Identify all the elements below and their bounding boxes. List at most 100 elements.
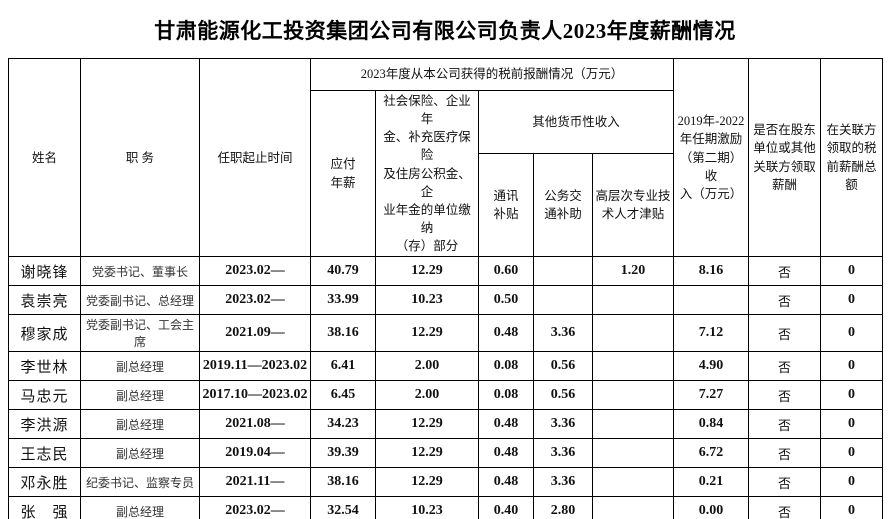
cell-social-insurance: 12.29 [375, 438, 479, 469]
cell-annual-salary: 32.54 [310, 496, 376, 519]
cell-related-pay-total: 0 [820, 314, 884, 353]
cell-position: 党委书记、董事长 [80, 256, 200, 287]
table-row: 穆家成 党委副书记、工会主席 2021.09— 38.16 12.29 0.48 3.36 7… [8, 314, 884, 353]
cell-related-pay-flag: 否 [748, 380, 822, 411]
cell-name: 李世林 [8, 351, 81, 382]
cell-annual-salary: 40.79 [310, 256, 376, 287]
cell-term-incentive: 6.72 [673, 438, 750, 469]
cell-social-insurance: 2.00 [375, 380, 479, 411]
cell-social-insurance: 2.00 [375, 351, 479, 382]
cell-transport-subsidy: 2.80 [533, 496, 593, 519]
cell-transport-subsidy: 0.56 [533, 351, 593, 382]
cell-term: 2019.04— [199, 438, 311, 469]
table-row: 李世林 副总经理 2019.11—2023.02 6.41 2.00 0.08 0.56 4.… [8, 351, 884, 382]
cell-related-pay-total: 0 [820, 351, 884, 382]
cell-term-incentive: 0.84 [673, 409, 750, 440]
cell-term: 2023.02— [199, 496, 311, 519]
cell-social-insurance: 10.23 [375, 285, 479, 316]
cell-term-incentive: 7.12 [673, 314, 750, 353]
header-comm-subsidy: 通讯 补贴 [478, 153, 534, 258]
cell-position: 纪委书记、监察专员 [80, 467, 200, 498]
cell-related-pay-total: 0 [820, 467, 884, 498]
cell-annual-salary: 33.99 [310, 285, 376, 316]
cell-comm-subsidy: 0.60 [478, 256, 534, 287]
header-position: 职 务 [80, 57, 200, 258]
cell-related-pay-flag: 否 [748, 351, 822, 382]
cell-comm-subsidy: 0.48 [478, 467, 534, 498]
cell-term-incentive: 8.16 [673, 256, 750, 287]
cell-transport-subsidy: 3.36 [533, 467, 593, 498]
cell-transport-subsidy: 0.56 [533, 380, 593, 411]
cell-position: 党委副书记、工会主席 [80, 314, 200, 353]
cell-related-pay-flag: 否 [748, 256, 822, 287]
header-social-insurance: 社会保险、企业年 金、补充医疗保险 及住房公积金、企 业年金的单位缴纳 （存）部… [375, 89, 479, 258]
cell-talent-allowance [591, 467, 675, 498]
cell-social-insurance: 12.29 [375, 409, 479, 440]
cell-name: 穆家成 [8, 314, 81, 353]
cell-position: 副总经理 [80, 380, 200, 411]
cell-position: 副总经理 [80, 351, 200, 382]
cell-comm-subsidy: 0.50 [478, 285, 534, 316]
cell-name: 王志民 [8, 438, 81, 469]
cell-position: 副总经理 [80, 438, 200, 469]
cell-annual-salary: 38.16 [310, 314, 376, 353]
header-talent-allowance: 高层次专业技 术人才津贴 [591, 153, 675, 258]
cell-comm-subsidy: 0.40 [478, 496, 534, 519]
cell-position: 副总经理 [80, 409, 200, 440]
cell-term: 2023.02— [199, 285, 311, 316]
cell-position: 副总经理 [80, 496, 200, 519]
cell-transport-subsidy: 3.36 [533, 314, 593, 353]
cell-comm-subsidy: 0.48 [478, 409, 534, 440]
cell-name: 张 强 [8, 496, 81, 519]
cell-related-pay-total: 0 [820, 496, 884, 519]
cell-comm-subsidy: 0.48 [478, 314, 534, 353]
cell-annual-salary: 6.45 [310, 380, 376, 411]
cell-related-pay-flag: 否 [748, 438, 822, 469]
table-row: 邓永胜 纪委书记、监察专员 2021.11— 38.16 12.29 0.48 3.36 0.… [8, 467, 884, 498]
cell-name: 谢晓锋 [8, 256, 81, 287]
header-annual-salary: 应付 年薪 [310, 89, 376, 258]
header-related-pay-total: 在关联方 领取的税 前薪酬总 额 [820, 57, 884, 258]
table-row: 李洪源 副总经理 2021.08— 34.23 12.29 0.48 3.36 0.84 否 0 [8, 409, 884, 440]
cell-social-insurance: 12.29 [375, 256, 479, 287]
table-row: 袁崇亮 党委副书记、总经理 2023.02— 33.99 10.23 0.50 否 0 [8, 285, 884, 316]
cell-name: 邓永胜 [8, 467, 81, 498]
cell-related-pay-total: 0 [820, 409, 884, 440]
cell-talent-allowance: 1.20 [591, 256, 675, 287]
cell-annual-salary: 39.39 [310, 438, 376, 469]
salary-table: 姓名 职 务 任职起止时间 2023年度从本公司获得的税前报酬情况（万元） 20… [8, 57, 884, 519]
cell-talent-allowance [591, 314, 675, 353]
cell-comm-subsidy: 0.48 [478, 438, 534, 469]
cell-talent-allowance [591, 409, 675, 440]
cell-related-pay-total: 0 [820, 438, 884, 469]
cell-name: 马忠元 [8, 380, 81, 411]
header-transport-subsidy: 公务交 通补助 [533, 153, 593, 258]
cell-term-incentive: 0.00 [673, 496, 750, 519]
table-row: 马忠元 副总经理 2017.10—2023.02 6.45 2.00 0.08 0.56 7.… [8, 380, 884, 411]
table-row: 张 强副总经理 2023.02— 32.54 10.23 0.40 2.80 0.00 否 0 [8, 496, 884, 519]
cell-talent-allowance [591, 285, 675, 316]
header-name: 姓名 [8, 57, 81, 258]
cell-comm-subsidy: 0.08 [478, 380, 534, 411]
cell-related-pay-total: 0 [820, 380, 884, 411]
table-row: 王志民 副总经理 2019.04— 39.39 12.29 0.48 3.36 6.72 否 0 [8, 438, 884, 469]
cell-social-insurance: 12.29 [375, 314, 479, 353]
cell-transport-subsidy [533, 285, 593, 316]
cell-term: 2021.09— [199, 314, 311, 353]
header-term: 任职起止时间 [199, 57, 311, 258]
cell-talent-allowance [591, 438, 675, 469]
cell-related-pay-flag: 否 [748, 467, 822, 498]
header-other-income-group: 其他货币性收入 [477, 89, 675, 155]
cell-related-pay-flag: 否 [748, 285, 822, 316]
cell-term: 2021.08— [199, 409, 311, 440]
cell-term: 2021.11— [199, 467, 311, 498]
cell-name: 李洪源 [8, 409, 81, 440]
cell-annual-salary: 34.23 [310, 409, 376, 440]
page-title: 甘肃能源化工投资集团公司有限公司负责人2023年度薪酬情况 [154, 19, 736, 43]
header-related-pay-flag: 是否在股东 单位或其他 关联方领取 薪酬 [748, 57, 822, 258]
cell-annual-salary: 38.16 [310, 467, 376, 498]
cell-position: 党委副书记、总经理 [80, 285, 200, 316]
cell-term-incentive: 7.27 [673, 380, 750, 411]
cell-name: 袁崇亮 [8, 285, 81, 316]
cell-talent-allowance [591, 351, 675, 382]
